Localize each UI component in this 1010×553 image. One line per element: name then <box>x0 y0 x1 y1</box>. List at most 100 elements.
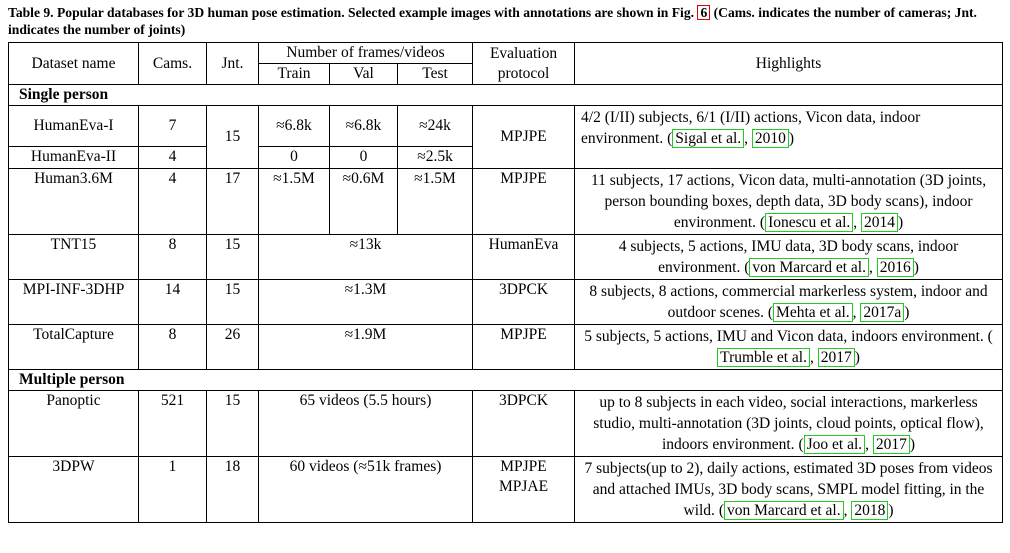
header-test: Test <box>396 63 474 85</box>
citation-author-link[interactable]: Ionescu et al. <box>765 213 854 232</box>
eval-value: MPJPE <box>472 105 576 169</box>
dataset-name: Panoptic <box>8 390 139 457</box>
test-value: ≈24k <box>396 105 474 147</box>
header-cams: Cams. <box>138 42 207 85</box>
header-row: Dataset name Cams. Jnt. Number of frames… <box>8 42 1004 85</box>
dataset-name: HumanEva-I <box>8 105 139 147</box>
cams-value: 7 <box>138 105 207 147</box>
citation-year-link[interactable]: 2010 <box>751 129 789 148</box>
dataset-name: 3DPW <box>8 456 139 523</box>
highlights-text: 8 subjects, 8 actions, commercial marker… <box>589 283 988 321</box>
cams-value: 14 <box>138 279 207 325</box>
highlights-text: up to 8 subjects in each video, social i… <box>593 394 984 453</box>
eval-value: HumanEva <box>472 234 576 280</box>
test-value: ≈2.5k <box>396 146 474 169</box>
citation-year-link[interactable]: 2014 <box>861 213 899 232</box>
table-row-tnt15: TNT15 8 15 ≈13k HumanEva 4 subjects, 5 a… <box>8 234 1004 280</box>
citation-year-link[interactable]: 2017 <box>872 435 910 454</box>
citation-author-link[interactable]: Sigal et al. <box>672 129 745 148</box>
highlights-text: 11 subjects, 17 actions, Vicon data, mul… <box>590 172 987 231</box>
table-row-3dpw: 3DPW 1 18 60 videos (≈51k frames) MPJPE … <box>8 456 1004 523</box>
eval-value-2: MPJAE <box>498 478 549 495</box>
dataset-name: HumanEva-II <box>8 146 139 169</box>
cams-value: 4 <box>138 146 207 169</box>
val-value: ≈6.8k <box>329 105 398 147</box>
citation-author-link[interactable]: Mehta et al. <box>773 303 853 322</box>
section-single-person: Single person <box>7 84 1004 106</box>
section-row: Multiple person <box>7 369 1004 391</box>
frames-value: ≈1.9M <box>257 324 474 370</box>
dataset-name: TotalCapture <box>8 324 139 370</box>
jnt-value: 15 <box>206 390 259 457</box>
highlights-cell: 5 subjects, 5 actions, IMU and Vicon dat… <box>574 324 1004 370</box>
table-row-panoptic: Panoptic 521 15 65 videos (5.5 hours) 3D… <box>8 390 1004 457</box>
cams-value: 4 <box>138 168 207 235</box>
jnt-value: 15 <box>206 234 259 280</box>
cams-value: 8 <box>138 234 207 280</box>
jnt-value: 26 <box>206 324 259 370</box>
citation-author-link[interactable]: Trumble et al. <box>717 348 810 367</box>
highlights-cell: 11 subjects, 17 actions, Vicon data, mul… <box>574 168 1004 235</box>
cams-value: 1 <box>138 456 207 523</box>
highlights-cell: 7 subjects(up to 2), daily actions, esti… <box>574 456 1004 523</box>
train-value: ≈1.5M <box>258 168 330 235</box>
highlights-text: 4 subjects, 5 actions, IMU data, 3D body… <box>618 238 959 276</box>
header-val: Val <box>329 63 398 85</box>
header-eval: Evaluation protocol <box>472 42 576 85</box>
citation-author-link[interactable]: von Marcard et al. <box>749 258 869 277</box>
citation-author-link[interactable]: Joo et al. <box>803 435 866 454</box>
cams-value: 8 <box>138 324 207 370</box>
section-multiple-person: Multiple person <box>7 369 1004 391</box>
table-row-humaneva-i: HumanEva-I 7 15 ≈6.8k ≈6.8k ≈24k MPJPE 4… <box>8 105 1004 169</box>
table-row-totalcapture: TotalCapture 8 26 ≈1.9M MPJPE 5 subjects… <box>8 324 1004 370</box>
train-value: 0 <box>258 146 330 169</box>
header-frames: Number of frames/videos <box>257 42 474 64</box>
dataset-name: TNT15 <box>8 234 139 280</box>
citation-author-link[interactable]: von Marcard et al. <box>723 501 844 520</box>
jnt-value: 15 <box>206 279 259 325</box>
table-row-human36m: Human3.6M 4 17 ≈1.5M ≈0.6M ≈1.5M MPJPE 1… <box>8 168 1004 235</box>
frames-value: 65 videos (5.5 hours) <box>257 390 474 457</box>
highlights-cell: 4/2 (I/II) subjects, 6/1 (I/II) actions,… <box>574 105 1004 169</box>
header-highlights: Highlights <box>574 42 1004 85</box>
dataset-name: MPI-INF-3DHP <box>8 279 139 325</box>
highlights-cell: 8 subjects, 8 actions, commercial marker… <box>574 279 1004 325</box>
citation-year-link[interactable]: 2017 <box>817 348 855 367</box>
citation-year-link[interactable]: 2017a <box>860 303 905 322</box>
jnt-value: 15 <box>206 105 259 169</box>
header-dataset: Dataset name <box>8 42 139 85</box>
databases-table: Dataset name Cams. Jnt. Number of frames… <box>7 42 1004 523</box>
citation-year-link[interactable]: 2018 <box>851 501 889 520</box>
cams-value: 521 <box>138 390 207 457</box>
highlights-text: 7 subjects(up to 2), daily actions, esti… <box>584 460 993 519</box>
jnt-value: 17 <box>206 168 259 235</box>
caption-suffix: (Cams. indicates the number of cameras; … <box>8 5 977 37</box>
citation-year-link[interactable]: 2016 <box>876 258 914 277</box>
section-row: Single person <box>7 84 1004 106</box>
eval-value: 3DPCK <box>472 390 576 457</box>
eval-value: MPJPE <box>472 324 576 370</box>
frames-value: ≈1.3M <box>257 279 474 325</box>
val-value: ≈0.6M <box>329 168 398 235</box>
eval-value: MPJPE <box>472 168 576 235</box>
val-value: 0 <box>329 146 398 169</box>
dataset-name: Human3.6M <box>8 168 139 235</box>
eval-value: MPJPE MPJAE <box>472 456 576 523</box>
caption-prefix: Table 9. Popular databases for 3D human … <box>8 5 695 20</box>
train-value: ≈6.8k <box>258 105 330 147</box>
highlights-text: 4/2 (I/II) subjects, 6/1 (I/II) actions,… <box>581 109 921 147</box>
figure-reference-link[interactable]: 6 <box>697 5 711 20</box>
eval-value: 3DPCK <box>472 279 576 325</box>
header-train: Train <box>258 63 330 85</box>
table-caption: Table 9. Popular databases for 3D human … <box>8 4 1002 38</box>
table-row-mpi-inf-3dhp: MPI-INF-3DHP 14 15 ≈1.3M 3DPCK 8 subject… <box>8 279 1004 325</box>
frames-value: 60 videos (≈51k frames) <box>257 456 474 523</box>
highlights-cell: 4 subjects, 5 actions, IMU data, 3D body… <box>574 234 1004 280</box>
highlights-text: 5 subjects, 5 actions, IMU and Vicon dat… <box>584 328 984 345</box>
frames-value: ≈13k <box>257 234 474 280</box>
header-jnt: Jnt. <box>206 42 259 85</box>
highlights-cell: up to 8 subjects in each video, social i… <box>574 390 1004 457</box>
test-value: ≈1.5M <box>396 168 474 235</box>
eval-value-1: MPJPE <box>500 458 547 475</box>
jnt-value: 18 <box>206 456 259 523</box>
